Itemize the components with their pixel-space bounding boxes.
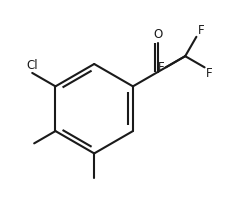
Text: F: F xyxy=(206,67,212,80)
Text: O: O xyxy=(153,28,162,41)
Text: F: F xyxy=(157,61,164,74)
Text: F: F xyxy=(198,24,204,37)
Text: Cl: Cl xyxy=(26,59,38,72)
